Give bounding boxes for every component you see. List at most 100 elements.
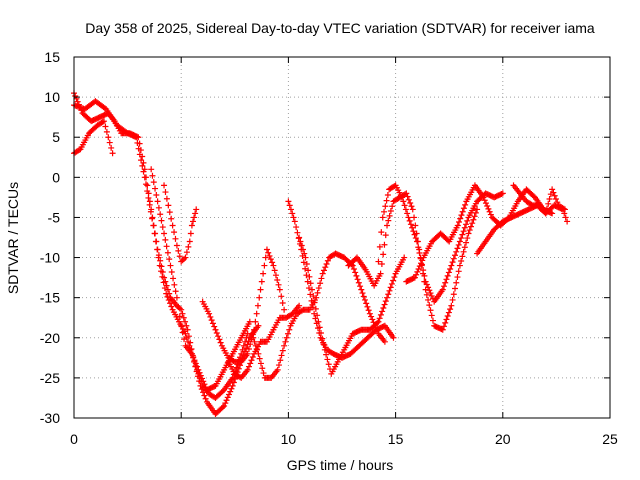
data-point bbox=[188, 350, 195, 357]
data-point bbox=[458, 257, 465, 264]
data-point bbox=[187, 230, 194, 237]
data-point bbox=[255, 322, 262, 329]
data-point bbox=[460, 228, 467, 235]
data-point bbox=[444, 313, 451, 320]
data-point bbox=[306, 273, 313, 280]
data-point bbox=[447, 266, 454, 273]
data-point bbox=[153, 238, 160, 245]
data-point bbox=[270, 262, 277, 269]
data-point bbox=[366, 310, 373, 317]
data-point bbox=[191, 357, 198, 364]
data-point bbox=[318, 275, 325, 282]
data-point bbox=[429, 317, 436, 324]
data-point bbox=[425, 296, 432, 303]
data-point bbox=[376, 315, 383, 322]
data-point bbox=[462, 201, 469, 208]
data-point bbox=[291, 218, 298, 225]
data-point bbox=[244, 350, 251, 357]
x-tick-label: 10 bbox=[281, 431, 297, 447]
data-point bbox=[353, 272, 360, 279]
data-point bbox=[386, 212, 393, 219]
data-point bbox=[322, 264, 329, 271]
data-point bbox=[166, 256, 173, 263]
data-point bbox=[289, 210, 296, 217]
data-point bbox=[178, 322, 185, 329]
data-point bbox=[316, 324, 323, 331]
data-point bbox=[175, 247, 182, 254]
data-point bbox=[409, 206, 416, 213]
data-point bbox=[146, 198, 153, 205]
data-point bbox=[166, 209, 173, 216]
data-point bbox=[276, 286, 283, 293]
data-point bbox=[74, 98, 81, 105]
data-point bbox=[244, 366, 251, 373]
data-point bbox=[260, 370, 267, 377]
data-point bbox=[171, 281, 178, 288]
data-point bbox=[159, 224, 166, 231]
data-point bbox=[225, 391, 232, 398]
data-point bbox=[149, 172, 156, 179]
data-point bbox=[167, 262, 174, 269]
data-point bbox=[261, 262, 268, 269]
data-point bbox=[229, 382, 236, 389]
x-axis-label: GPS time / hours bbox=[287, 457, 394, 473]
data-point bbox=[150, 179, 157, 186]
data-point bbox=[256, 294, 263, 301]
data-point bbox=[257, 286, 264, 293]
data-point bbox=[361, 296, 368, 303]
data-point bbox=[354, 276, 361, 283]
data-point bbox=[243, 345, 250, 352]
data-point bbox=[286, 326, 293, 333]
data-point bbox=[182, 318, 189, 325]
data-point bbox=[307, 291, 314, 298]
data-point bbox=[450, 291, 457, 298]
data-point bbox=[254, 302, 261, 309]
y-tick-label: -30 bbox=[40, 410, 60, 426]
data-point bbox=[248, 330, 255, 337]
data-point bbox=[278, 293, 285, 300]
data-point bbox=[182, 254, 189, 261]
data-point bbox=[141, 166, 148, 173]
data-point bbox=[484, 202, 491, 209]
data-point bbox=[148, 166, 155, 173]
data-point bbox=[375, 258, 382, 265]
data-point bbox=[155, 252, 162, 259]
data-point bbox=[161, 182, 168, 189]
data-point bbox=[381, 208, 388, 215]
data-point bbox=[300, 259, 307, 266]
x-tick-label: 15 bbox=[388, 431, 404, 447]
data-point bbox=[109, 150, 116, 157]
data-point bbox=[440, 283, 447, 290]
data-point bbox=[368, 313, 375, 320]
data-point bbox=[296, 234, 303, 241]
data-point bbox=[456, 219, 463, 226]
data-point bbox=[317, 280, 324, 287]
data-point bbox=[313, 294, 320, 301]
data-point bbox=[298, 242, 305, 249]
data-point bbox=[164, 249, 171, 256]
data-point bbox=[415, 266, 422, 273]
y-tick-label: 5 bbox=[52, 129, 60, 145]
data-point bbox=[251, 326, 258, 333]
data-point bbox=[379, 214, 386, 221]
data-point bbox=[487, 211, 494, 218]
data-point bbox=[259, 365, 266, 372]
data-point bbox=[267, 256, 274, 263]
data-point bbox=[452, 252, 459, 259]
data-point bbox=[183, 322, 190, 329]
data-point bbox=[248, 357, 255, 364]
data-point bbox=[422, 278, 429, 285]
data-point bbox=[284, 330, 291, 337]
data-point bbox=[448, 302, 455, 309]
data-point bbox=[217, 339, 224, 346]
y-tick-label: 10 bbox=[44, 89, 60, 105]
data-point bbox=[486, 208, 493, 215]
data-point bbox=[359, 290, 366, 297]
data-point bbox=[213, 329, 220, 336]
data-point bbox=[320, 267, 327, 274]
data-point bbox=[290, 214, 297, 221]
data-point bbox=[183, 249, 190, 256]
data-point bbox=[162, 236, 169, 243]
